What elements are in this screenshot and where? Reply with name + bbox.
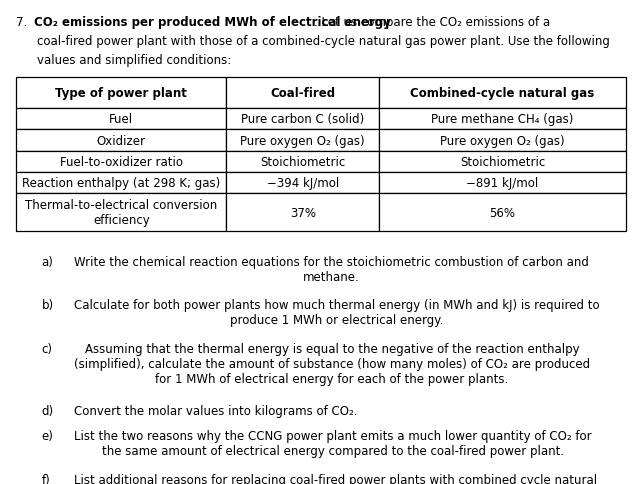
Bar: [16, 194, 227, 232]
Bar: [227, 130, 379, 151]
Text: Write the chemical reaction equations for the stoichiometric combustion of carbo: Write the chemical reaction equations fo…: [74, 255, 589, 283]
Text: d): d): [42, 404, 54, 417]
Bar: [379, 173, 626, 194]
Text: f): f): [42, 473, 51, 484]
Text: Type of power plant: Type of power plant: [55, 87, 187, 100]
Text: Combined-cycle natural gas: Combined-cycle natural gas: [410, 87, 594, 100]
Text: Convert the molar values into kilograms of CO₂.: Convert the molar values into kilograms …: [74, 404, 358, 417]
Bar: [227, 151, 379, 173]
Bar: [379, 77, 626, 109]
Text: Pure oxygen O₂ (gas): Pure oxygen O₂ (gas): [240, 135, 365, 147]
Text: Pure oxygen O₂ (gas): Pure oxygen O₂ (gas): [440, 135, 565, 147]
Text: Assuming that the thermal energy is equal to the negative of the reaction enthal: Assuming that the thermal energy is equa…: [74, 342, 590, 385]
Text: . Let us compare the CO₂ emissions of a: . Let us compare the CO₂ emissions of a: [314, 15, 550, 29]
Bar: [16, 77, 227, 109]
Text: Pure carbon C (solid): Pure carbon C (solid): [241, 113, 364, 126]
Text: Stoichiometric: Stoichiometric: [260, 156, 345, 168]
Text: Oxidizer: Oxidizer: [97, 135, 146, 147]
Text: −394 kJ/mol: −394 kJ/mol: [266, 177, 339, 190]
Text: Stoichiometric: Stoichiometric: [460, 156, 545, 168]
Text: List additional reasons for replacing coal-fired power plants with combined cycl: List additional reasons for replacing co…: [74, 473, 597, 484]
Text: Pure methane CH₄ (gas): Pure methane CH₄ (gas): [431, 113, 574, 126]
Bar: [379, 194, 626, 232]
Bar: [227, 77, 379, 109]
Text: Fuel-to-oxidizer ratio: Fuel-to-oxidizer ratio: [60, 156, 183, 168]
Text: 37%: 37%: [290, 207, 316, 219]
Text: 7.: 7.: [16, 15, 28, 29]
Text: List the two reasons why the CCNG power plant emits a much lower quantity of CO₂: List the two reasons why the CCNG power …: [74, 429, 591, 457]
Text: b): b): [42, 299, 54, 312]
Bar: [227, 173, 379, 194]
Bar: [227, 109, 379, 130]
Bar: [379, 130, 626, 151]
Text: Thermal-to-electrical conversion
efficiency: Thermal-to-electrical conversion efficie…: [25, 199, 218, 227]
Text: Fuel: Fuel: [109, 113, 134, 126]
Bar: [379, 151, 626, 173]
Text: Coal-fired: Coal-fired: [270, 87, 335, 100]
Text: CO₂ emissions per produced MWh of electrical energy: CO₂ emissions per produced MWh of electr…: [34, 15, 391, 29]
Text: e): e): [42, 429, 53, 442]
Bar: [379, 109, 626, 130]
Bar: [16, 151, 227, 173]
Text: a): a): [42, 255, 53, 268]
Text: Calculate for both power plants how much thermal energy (in MWh and kJ) is requi: Calculate for both power plants how much…: [74, 299, 600, 327]
Text: c): c): [42, 342, 53, 355]
Bar: [16, 130, 227, 151]
Bar: [16, 173, 227, 194]
Bar: [227, 194, 379, 232]
Text: coal-fired power plant with those of a combined-cycle natural gas power plant. U: coal-fired power plant with those of a c…: [37, 35, 609, 48]
Text: −891 kJ/mol: −891 kJ/mol: [466, 177, 539, 190]
Text: values and simplified conditions:: values and simplified conditions:: [37, 54, 231, 67]
Text: Reaction enthalpy (at 298 K; gas): Reaction enthalpy (at 298 K; gas): [22, 177, 220, 190]
Bar: [16, 109, 227, 130]
Text: 56%: 56%: [489, 207, 516, 219]
